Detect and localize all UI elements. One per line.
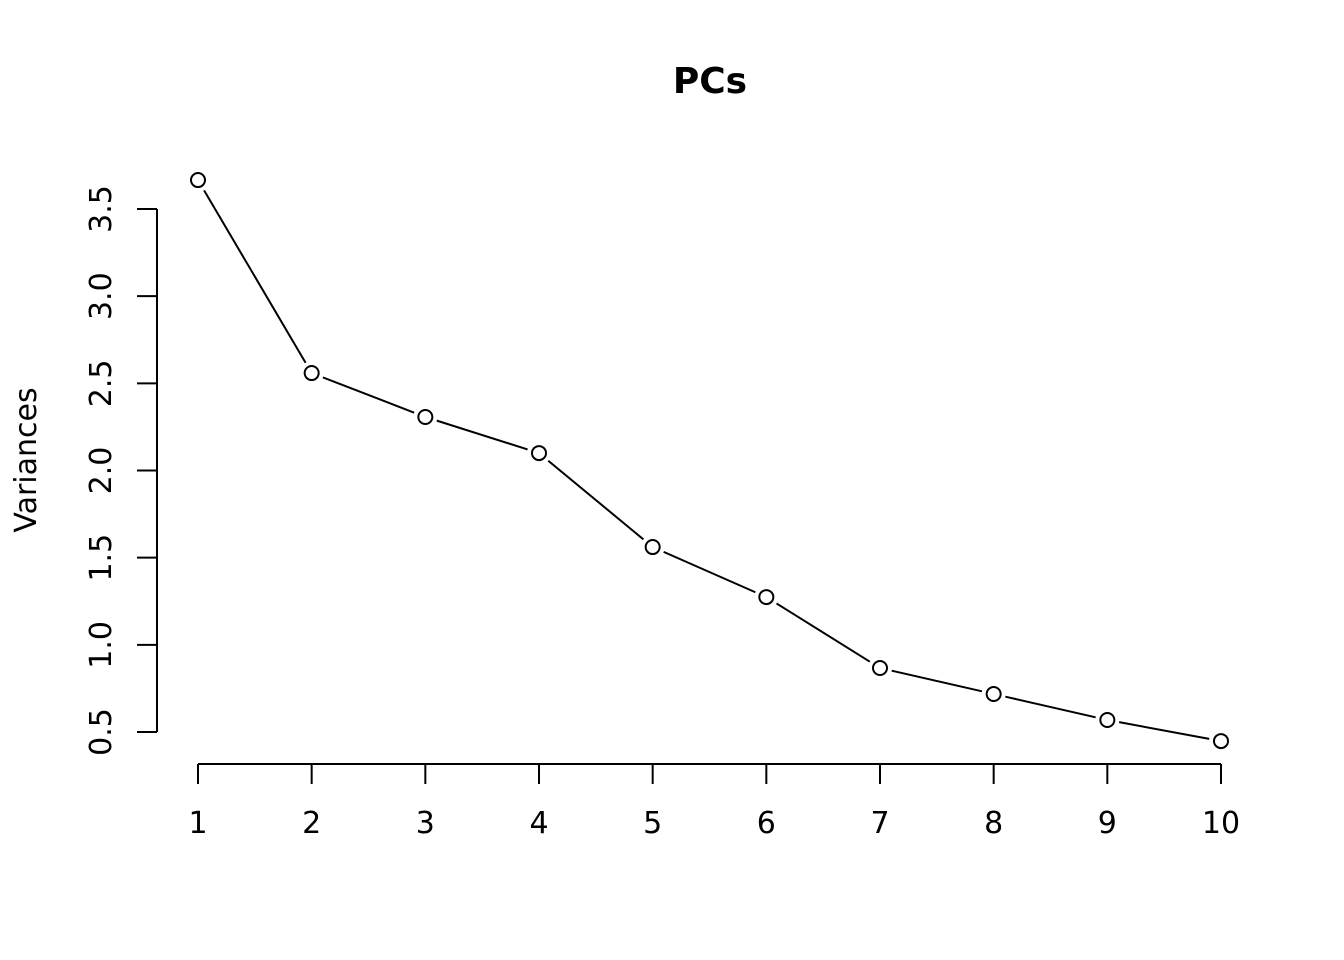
series-segment	[436, 419, 528, 451]
x-tick-label: 9	[1098, 806, 1117, 841]
data-point	[531, 445, 547, 462]
data-point	[1099, 711, 1116, 728]
series-segment	[775, 602, 871, 663]
series-segment	[203, 189, 307, 364]
x-tick-label: 6	[757, 806, 776, 841]
y-axis-label: Variances	[9, 387, 44, 532]
y-tick-label: 3.0	[84, 272, 119, 320]
data-point	[985, 685, 1002, 702]
y-tick-label: 1.0	[84, 621, 119, 669]
series-segment	[547, 459, 645, 541]
chart-title: PCs	[673, 61, 747, 102]
y-tick-label: 2.0	[84, 447, 119, 495]
data-point	[303, 365, 320, 382]
y-tick-label: 1.5	[84, 534, 119, 582]
x-tick-label: 3	[416, 806, 435, 841]
data-point	[417, 408, 434, 425]
series-segment	[1005, 695, 1096, 719]
y-tick-label: 2.5	[84, 359, 119, 407]
data-point	[644, 539, 661, 556]
y-tick-label: 3.5	[84, 185, 119, 233]
series-segment	[891, 669, 983, 693]
x-tick-label: 5	[643, 806, 662, 841]
series-segment	[663, 550, 756, 594]
x-tick-label: 7	[870, 806, 889, 841]
data-point	[190, 172, 206, 189]
series-segment	[322, 376, 415, 414]
data-point	[758, 589, 775, 606]
x-tick-label: 1	[188, 806, 207, 841]
x-tick-label: 10	[1202, 806, 1240, 841]
x-tick-label: 4	[529, 806, 548, 841]
y-tick-label: 0.5	[84, 708, 119, 756]
x-tick-label: 2	[302, 806, 321, 841]
x-tick-label: 8	[984, 806, 1003, 841]
data-point	[872, 660, 888, 677]
data-point	[1213, 733, 1229, 750]
series-segment	[1118, 721, 1210, 740]
